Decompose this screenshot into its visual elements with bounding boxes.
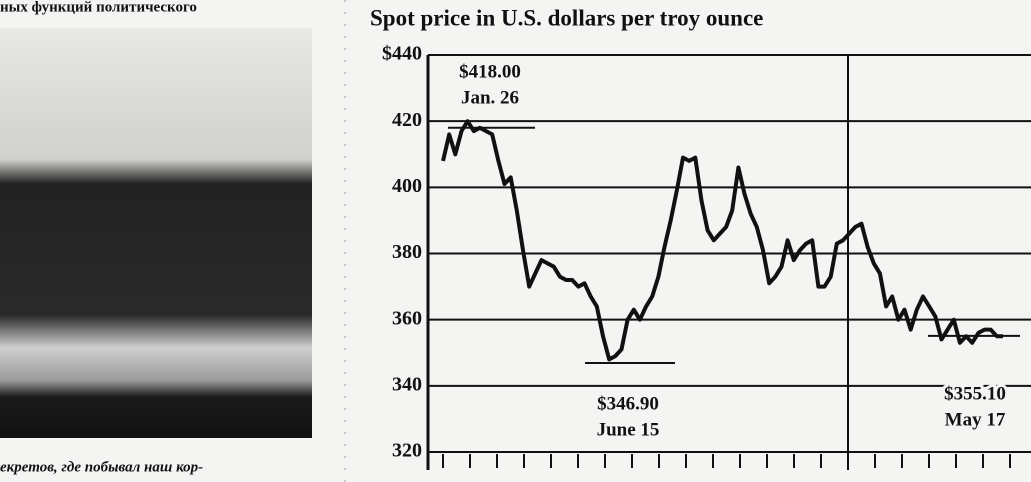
header-fragment: ных функций политического: [0, 0, 197, 15]
annotation-price: $355.10: [944, 383, 1006, 404]
y-tick-label: 400: [392, 175, 422, 197]
price-line: [443, 121, 1003, 359]
caption-fragment: екретов, где побывал наш кор-: [0, 459, 203, 475]
annotation-date: Jan. 26: [461, 87, 519, 108]
y-tick-label: 360: [392, 307, 422, 329]
annotation-price: $346.90: [597, 393, 659, 414]
annotation-date: May 17: [945, 409, 1006, 430]
y-tick-label: $440: [382, 43, 422, 65]
chart-title: Spot price in U.S. dollars per troy ounc…: [370, 5, 763, 30]
annotation-price: $418.00: [459, 61, 521, 82]
page: ных функций политического екретов, где п…: [0, 0, 1031, 482]
y-tick-label: 380: [392, 241, 422, 263]
annotation-date: June 15: [597, 419, 660, 440]
y-tick-label: 320: [392, 440, 422, 462]
x-ticks: [443, 454, 1010, 468]
y-tick-label: 420: [392, 109, 422, 131]
y-tick-label: 340: [392, 373, 422, 395]
photo: [0, 28, 312, 438]
